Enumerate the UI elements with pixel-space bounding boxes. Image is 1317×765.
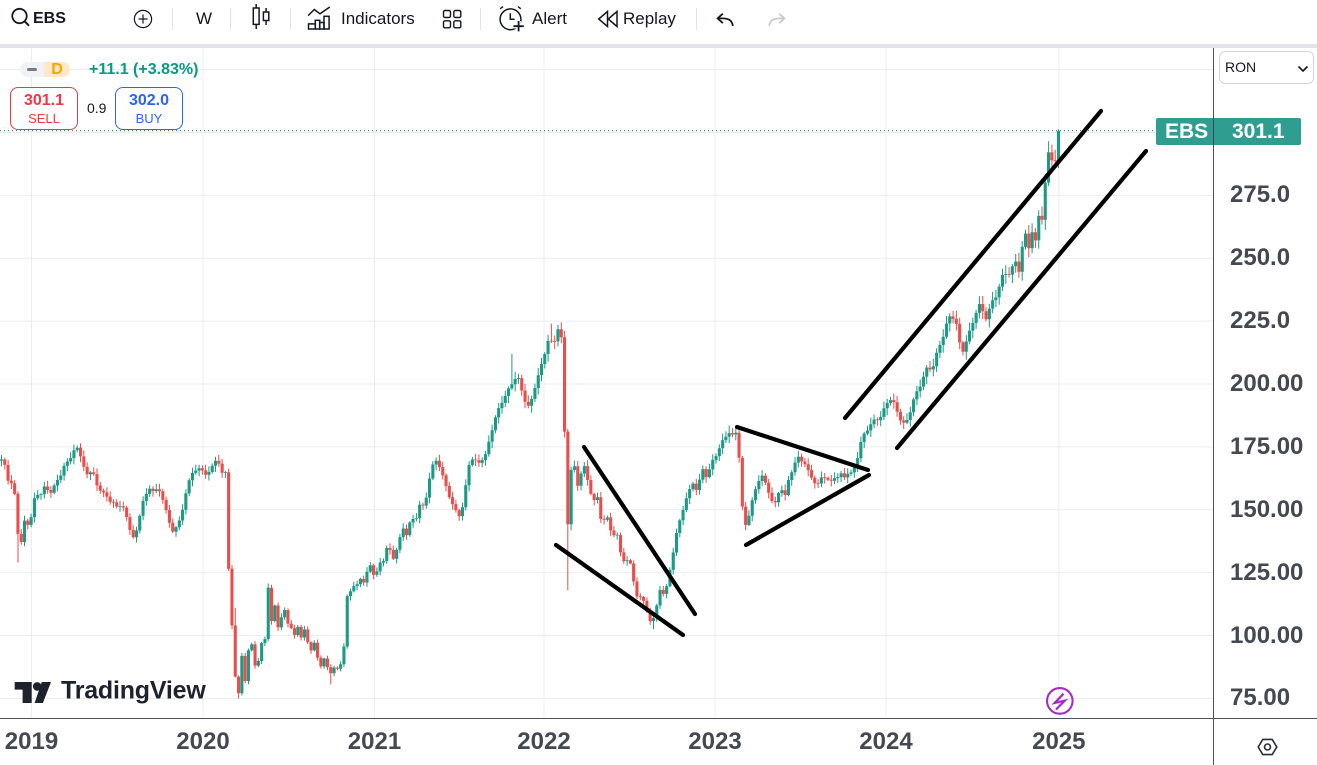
- svg-text:TradingView: TradingView: [61, 677, 206, 705]
